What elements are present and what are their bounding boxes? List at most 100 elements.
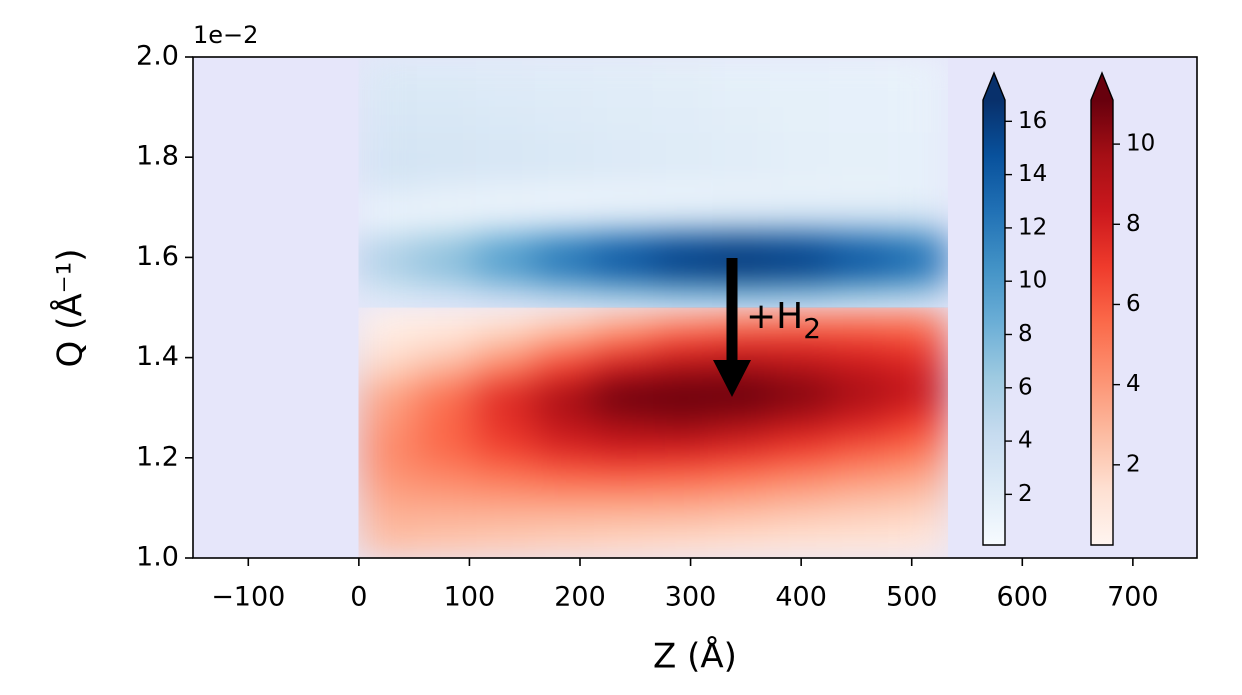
heatmap-cell	[888, 382, 948, 409]
heatmap-cell	[770, 132, 830, 158]
heatmap-cell	[358, 482, 419, 509]
heatmap-cell	[770, 57, 830, 83]
colorbar-tick-label: 4	[1018, 428, 1033, 454]
heatmap-cell	[535, 482, 595, 509]
heatmap-cell	[652, 207, 713, 233]
heatmap-cell	[770, 507, 830, 534]
heatmap-cell	[417, 57, 478, 83]
heatmap-cell	[711, 507, 772, 534]
heatmap-cell	[535, 382, 595, 409]
annotation-text: +H	[746, 296, 803, 337]
heatmap-cell	[535, 332, 595, 359]
heatmap-cell	[829, 357, 889, 384]
heatmap-cell	[535, 82, 595, 108]
heatmap-cell	[652, 57, 713, 83]
heatmap-cell	[594, 232, 654, 258]
axes: −100 0 100 200 300 400 500 600 700 1.0 1.2 1.4 1.6 1.…	[136, 41, 1159, 613]
colorbar-tick-label: 8	[1126, 211, 1141, 237]
heatmap-cell	[358, 107, 419, 133]
heatmap-cell	[829, 482, 889, 509]
heatmap-cell	[417, 457, 478, 484]
heatmap-cell	[770, 307, 830, 334]
heatmap-cell	[358, 232, 419, 258]
heatmap-cell	[829, 207, 889, 233]
heatmap-cell	[711, 157, 772, 183]
heatmap-cell	[770, 257, 830, 283]
heatmap-cell	[652, 157, 713, 183]
colorbar-extension	[983, 73, 1005, 100]
heatmap-region	[358, 307, 948, 559]
arrow-head	[713, 360, 751, 397]
heatmap-cell	[770, 457, 830, 484]
heatmap-cell	[417, 332, 478, 359]
heatmap-cell	[652, 482, 713, 509]
heatmap-cell	[358, 257, 419, 283]
colorbar-tick-label: 14	[1018, 161, 1047, 187]
x-tick-label: 700	[1107, 582, 1159, 613]
heatmap-cell	[711, 482, 772, 509]
heatmap-cell	[770, 357, 830, 384]
heatmap-cell	[594, 132, 654, 158]
heatmap-cell	[476, 257, 536, 283]
heatmap-cell	[770, 207, 830, 233]
heatmap-cell	[888, 307, 948, 334]
heatmap-cell	[594, 407, 654, 434]
heatmap-cell	[711, 132, 772, 158]
y-tick-label: 1.4	[136, 341, 179, 372]
heatmap-cell	[535, 507, 595, 534]
heatmap-cell	[476, 157, 536, 183]
heatmap-cell	[417, 257, 478, 283]
heatmap-cell	[652, 282, 713, 308]
heatmap-cell	[888, 182, 948, 208]
heatmap-cell	[417, 132, 478, 158]
heatmap-cell	[829, 432, 889, 459]
heatmap-cell	[711, 257, 772, 283]
heatmap-cell	[652, 432, 713, 459]
colorbar-tick-label: 10	[1126, 131, 1155, 157]
heatmap-cell	[888, 132, 948, 158]
heatmap-cell	[358, 307, 419, 334]
heatmap-cell	[417, 407, 478, 434]
heatmap-cell	[358, 182, 419, 208]
heatmap-cell	[417, 432, 478, 459]
heatmap-cell	[888, 357, 948, 384]
heatmap-cell	[417, 507, 478, 534]
heatmap-cell	[535, 307, 595, 334]
heatmap-cell	[770, 82, 830, 108]
y-offset-label: 1e−2	[193, 21, 258, 49]
heatmap-cell	[652, 357, 713, 384]
heatmap-cell	[770, 332, 830, 359]
y-tick-label: 1.8	[136, 141, 179, 172]
annotation: +H2	[746, 296, 821, 345]
heatmap-cell	[888, 332, 948, 359]
heatmap-cell	[535, 132, 595, 158]
heatmap-cell	[535, 207, 595, 233]
heatmap-cell	[358, 82, 419, 108]
heatmap-cell	[888, 532, 948, 559]
heatmap-cell	[652, 182, 713, 208]
heatmap-cell	[476, 232, 536, 258]
heatmap-cell	[476, 82, 536, 108]
heatmap-cell	[476, 507, 536, 534]
heatmap-cell	[476, 307, 536, 334]
heatmap-cell	[888, 82, 948, 108]
heatmap-cell	[358, 532, 419, 559]
heatmap-cell	[888, 232, 948, 258]
heatmap-cell	[829, 82, 889, 108]
heatmap-cell	[711, 457, 772, 484]
heatmap-cell	[417, 157, 478, 183]
heatmap-cell	[476, 457, 536, 484]
heatmap-cell	[358, 382, 419, 409]
heatmap-cell	[652, 307, 713, 334]
heatmap-cell	[888, 257, 948, 283]
heatmap-cell	[358, 457, 419, 484]
heatmap-cell	[358, 407, 419, 434]
heatmap-cell	[594, 457, 654, 484]
heatmap-cell	[652, 257, 713, 283]
heatmap-cell	[770, 432, 830, 459]
heatmap-cell	[829, 157, 889, 183]
heatmap-cell	[535, 357, 595, 384]
colorbar-tick-label: 2	[1018, 481, 1033, 507]
heatmap-cell	[594, 482, 654, 509]
